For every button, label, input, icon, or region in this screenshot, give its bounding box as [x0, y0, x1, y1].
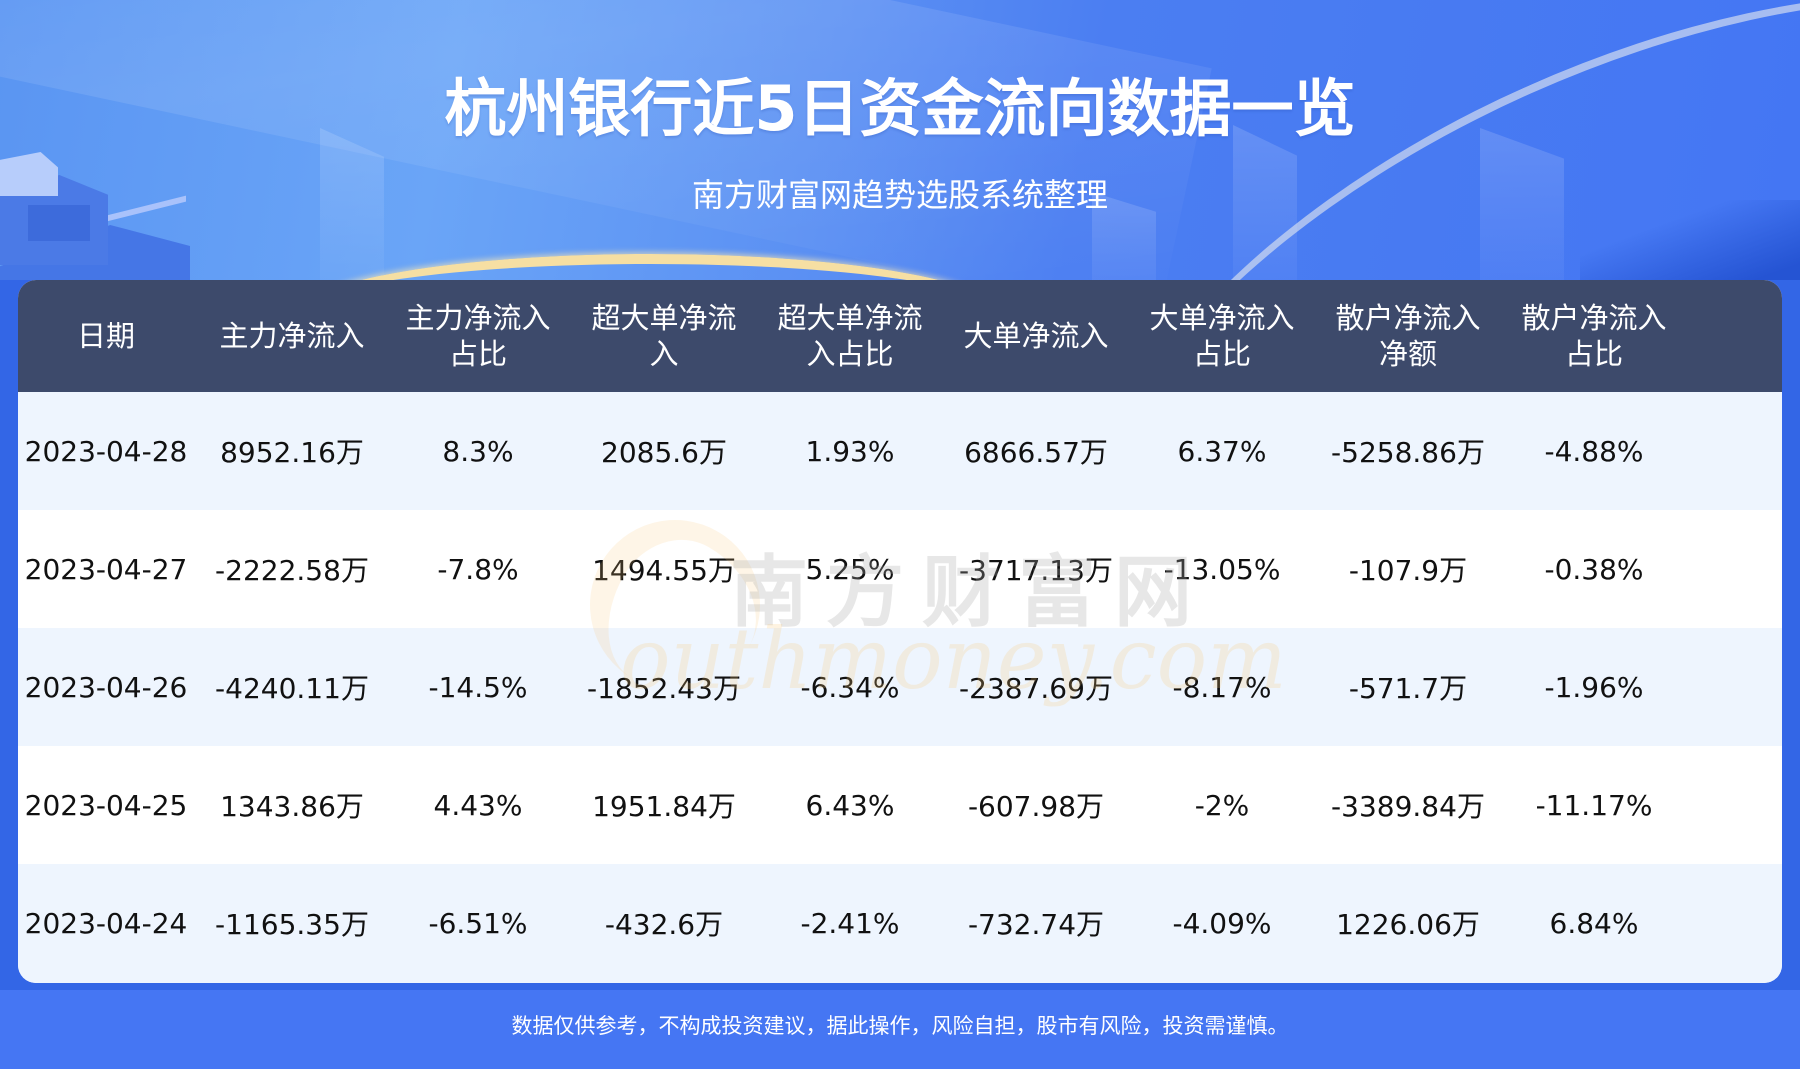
cell-xl-ratio: -6.34% — [800, 670, 900, 704]
cell-large-ratio: -13.05% — [1163, 552, 1281, 586]
cell-xl-inflow: 1951.84万 — [592, 790, 736, 823]
cell-main-ratio: -14.5% — [428, 670, 528, 704]
cell-xl-ratio: 6.43% — [805, 788, 895, 822]
table-row: 2023-04-27 -2222.58万 -7.8% 1494.55万 5.25… — [18, 510, 1782, 628]
cell-retail-ratio: -1.96% — [1544, 670, 1644, 704]
cell-retail-net: -5258.86万 — [1331, 436, 1485, 469]
cell-large-inflow: -3717.13万 — [959, 554, 1113, 587]
page-subtitle: 南方财富网趋势选股系统整理 — [691, 176, 1108, 214]
cell-retail-ratio: -0.38% — [1544, 552, 1644, 586]
cell-date: 2023-04-24 — [24, 906, 188, 940]
pillar-decoration — [1480, 128, 1564, 298]
cell-large-inflow: 6866.57万 — [964, 436, 1108, 469]
table-row: 2023-04-28 8952.16万 8.3% 2085.6万 1.93% 6… — [18, 392, 1782, 510]
table-row: 2023-04-24 -1165.35万 -6.51% -432.6万 -2.4… — [18, 864, 1782, 983]
cell-date: 2023-04-26 — [24, 670, 188, 704]
table-row: 2023-04-26 -4240.11万 -14.5% -1852.43万 -6… — [18, 628, 1782, 746]
gold-arc-decoration — [300, 254, 1000, 300]
cell-retail-net: -571.7万 — [1348, 672, 1468, 705]
banner-background — [0, 0, 1800, 300]
cell-main-ratio: -7.8% — [437, 552, 519, 586]
pillar-decoration — [1233, 125, 1297, 295]
cell-date: 2023-04-25 — [24, 788, 188, 822]
cell-main-ratio: 4.43% — [433, 788, 523, 822]
cell-main-inflow: 1343.86万 — [220, 790, 364, 823]
column-header-main-inflow: 主力净流入 — [219, 319, 365, 353]
cell-large-ratio: -4.09% — [1172, 906, 1272, 940]
cell-large-inflow: -607.98万 — [967, 790, 1105, 823]
column-header-date: 日期 — [76, 319, 135, 353]
column-header-retail-ratio: 散户净流入 占比 — [1521, 301, 1667, 371]
column-header-main-ratio: 主力净流入 占比 — [405, 301, 551, 371]
cell-xl-inflow: -1852.43万 — [587, 672, 741, 705]
cell-retail-net: -107.9万 — [1348, 554, 1468, 587]
cell-date: 2023-04-28 — [24, 434, 188, 468]
cell-main-inflow: 8952.16万 — [220, 436, 364, 469]
fund-flow-table: 日期 主力净流入 主力净流入 占比 超大单净流 入 超大单净流 入占比 大单净流… — [18, 280, 1782, 983]
cell-retail-ratio: -11.17% — [1535, 788, 1653, 822]
column-header-large-inflow: 大单净流入 — [963, 319, 1109, 353]
cell-retail-ratio: 6.84% — [1549, 906, 1639, 940]
cell-xl-inflow: 1494.55万 — [592, 554, 736, 587]
cell-retail-net: 1226.06万 — [1336, 908, 1480, 941]
cell-xl-ratio: 1.93% — [805, 434, 895, 468]
cell-main-inflow: -1165.35万 — [215, 908, 369, 941]
cell-xl-ratio: 5.25% — [805, 552, 895, 586]
cell-large-inflow: -2387.69万 — [959, 672, 1113, 705]
cell-xl-ratio: -2.41% — [800, 906, 900, 940]
cell-large-ratio: -8.17% — [1172, 670, 1272, 704]
column-header-xl-ratio: 超大单净流 入占比 — [777, 301, 923, 371]
cell-large-inflow: -732.74万 — [967, 908, 1105, 941]
cell-xl-inflow: 2085.6万 — [601, 436, 727, 469]
cell-main-inflow: -4240.11万 — [215, 672, 369, 705]
disclaimer-footer: 数据仅供参考，不构成投资建议，据此操作，风险自担，股市有风险，投资需谨慎。 — [511, 1014, 1289, 1038]
column-header-xl-inflow: 超大单净流 入 — [591, 301, 737, 371]
cell-retail-net: -3389.84万 — [1331, 790, 1485, 823]
table-row: 2023-04-25 1343.86万 4.43% 1951.84万 6.43%… — [18, 746, 1782, 864]
column-header-large-ratio: 大单净流入 占比 — [1149, 301, 1295, 371]
cell-large-ratio: -2% — [1194, 788, 1250, 822]
pillar-decoration — [320, 128, 384, 288]
page-title: 杭州银行近5日资金流向数据一览 — [444, 72, 1356, 145]
cell-main-ratio: -6.51% — [428, 906, 528, 940]
cell-main-inflow: -2222.58万 — [215, 554, 369, 587]
table-header: 日期 主力净流入 主力净流入 占比 超大单净流 入 超大单净流 入占比 大单净流… — [18, 280, 1782, 392]
cell-large-ratio: 6.37% — [1177, 434, 1267, 468]
cell-xl-inflow: -432.6万 — [604, 908, 724, 941]
cell-main-ratio: 8.3% — [442, 434, 514, 468]
column-header-retail-net: 散户净流入 净额 — [1335, 301, 1481, 371]
cell-retail-ratio: -4.88% — [1544, 434, 1644, 468]
cell-date: 2023-04-27 — [24, 552, 188, 586]
